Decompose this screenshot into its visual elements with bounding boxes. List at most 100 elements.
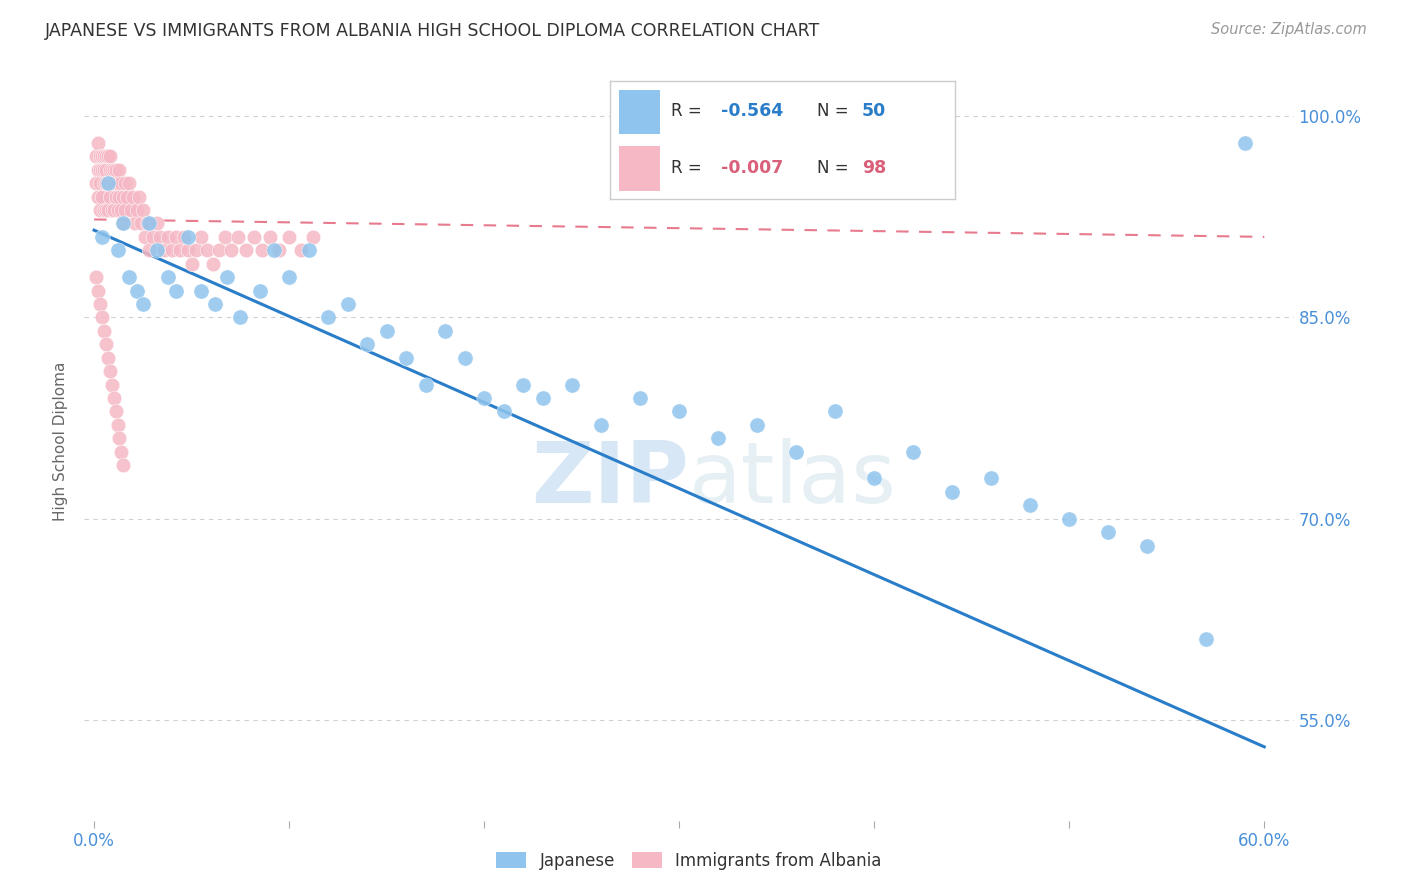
Point [1097,525,1119,540]
Point [177,244,200,258]
Point [980,471,1002,485]
Point [235,244,257,258]
Point [219,244,242,258]
Point [98,162,121,177]
Point [747,417,769,432]
Point [84,149,107,163]
Point [132,297,155,311]
Point [145,217,167,231]
Text: JAPANESE VS IMMIGRANTS FROM ALBANIA HIGH SCHOOL DIPLOMA CORRELATION CHART: JAPANESE VS IMMIGRANTS FROM ALBANIA HIGH… [45,22,820,40]
Point [278,230,301,244]
Point [785,444,807,458]
Point [132,202,155,217]
Point [561,377,583,392]
Point [138,217,160,231]
Point [250,244,273,258]
Point [112,217,135,231]
Point [103,391,125,405]
Point [108,162,131,177]
Point [356,337,378,351]
Point [122,189,145,203]
Point [100,162,122,177]
Point [114,202,136,217]
Point [100,377,122,392]
Point [89,149,111,163]
Point [204,297,226,311]
Point [110,202,132,217]
Point [160,244,183,258]
Point [100,202,122,217]
Point [107,417,129,432]
Point [863,471,886,485]
Point [93,324,115,338]
Point [190,230,212,244]
Point [89,202,111,217]
Point [129,217,152,231]
Text: ZIP: ZIP [531,438,689,521]
Point [97,202,120,217]
Point [94,337,117,351]
Point [97,176,120,190]
Point [1019,498,1042,512]
Point [149,230,172,244]
Point [395,351,418,365]
Point [112,458,135,472]
Point [98,149,121,163]
Point [104,189,127,203]
Point [184,244,207,258]
Point [153,244,176,258]
Point [98,189,121,203]
Point [93,149,115,163]
Point [1136,539,1159,553]
Point [117,189,139,203]
Point [138,244,160,258]
Point [103,176,125,190]
Point [97,149,120,163]
Point [125,284,148,298]
Point [941,484,963,499]
Point [89,297,111,311]
Point [93,176,115,190]
Point [110,444,132,458]
Point [531,391,554,405]
Point [89,162,111,177]
Point [107,202,129,217]
Point [628,391,651,405]
Point [229,310,252,325]
Point [278,270,301,285]
Point [94,202,117,217]
Point [107,244,129,258]
Point [134,230,156,244]
Point [112,189,135,203]
Point [157,270,180,285]
Point [668,404,690,418]
Point [90,189,112,203]
Point [228,230,250,244]
Point [125,202,148,217]
Point [173,230,195,244]
Point [98,364,121,378]
Point [108,431,131,445]
Point [202,257,225,271]
Text: Source: ZipAtlas.com: Source: ZipAtlas.com [1211,22,1367,37]
Point [104,162,127,177]
Point [87,136,110,150]
Point [103,162,125,177]
Point [94,176,117,190]
Point [89,176,111,190]
Point [94,162,117,177]
Point [249,284,271,298]
Point [84,176,107,190]
Point [107,176,129,190]
Point [124,217,146,231]
Point [214,230,236,244]
Point [165,230,187,244]
Point [434,324,457,338]
Point [135,217,157,231]
Point [215,270,238,285]
Point [472,391,495,405]
Point [1057,512,1080,526]
Point [512,377,534,392]
Point [114,176,136,190]
Point [492,404,515,418]
